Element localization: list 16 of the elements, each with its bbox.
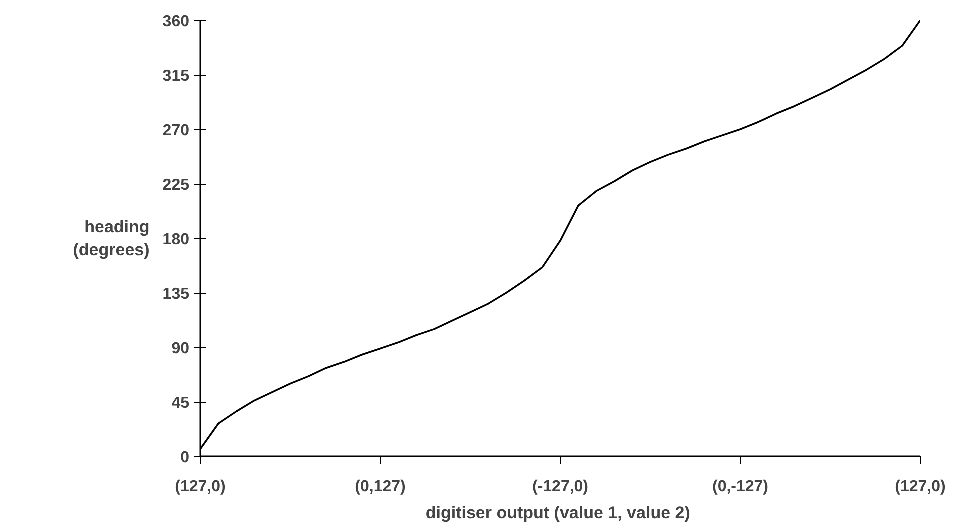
y-tick-label: 180 <box>162 232 190 248</box>
y-tick-label: 45 <box>172 395 190 412</box>
y-tick-label: 225 <box>162 177 190 194</box>
y-tick-label: 0 <box>180 450 190 466</box>
y-tick-label: 360 <box>162 14 190 30</box>
y-tick-label: 90 <box>172 340 190 358</box>
x-tick-label: (-127,0) <box>532 478 589 496</box>
y-tick-label: 315 <box>162 68 190 85</box>
y-tick-label: 135 <box>162 286 190 303</box>
x-tick-label: (127,0) <box>175 478 226 496</box>
y-axis-title: heading (degrees) <box>73 218 150 260</box>
x-tick-label: (127,0) <box>895 478 946 496</box>
y-tick-label: 270 <box>162 122 190 140</box>
x-axis-title: digitiser output (value 1, value 2) <box>426 504 690 522</box>
x-tick-label: (0,-127) <box>712 478 769 496</box>
x-tick-label: (0,127) <box>355 478 406 496</box>
